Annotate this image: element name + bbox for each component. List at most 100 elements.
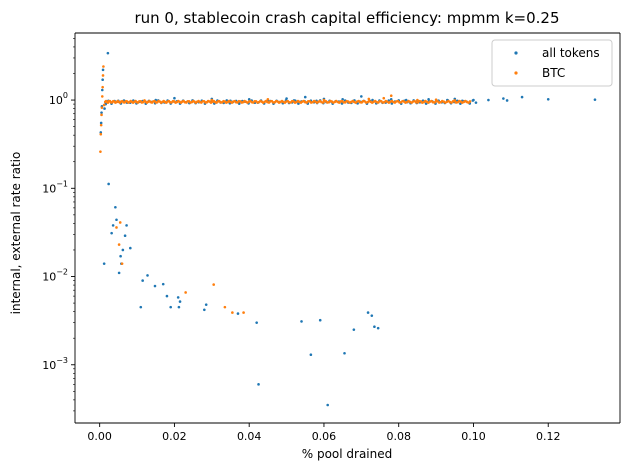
- point-all-tokens-28: [161, 282, 165, 286]
- point-all-tokens-24: [139, 305, 143, 309]
- point-all-tokens-11: [102, 262, 106, 265]
- point-all-tokens-35: [204, 303, 208, 306]
- point-all-tokens-5: [101, 78, 104, 82]
- point-btc-11: [115, 226, 118, 229]
- y-tick-label-3: 100: [49, 91, 68, 107]
- point-all-tokens-37: [255, 321, 258, 324]
- x-tick-label-3: 0.06: [312, 430, 337, 443]
- point-all-tokens-13: [110, 231, 113, 235]
- x-axis-label: % pool drained: [302, 447, 393, 461]
- point-all-tokens-65: [360, 95, 363, 98]
- point-all-tokens-36: [236, 312, 240, 315]
- plot-area: [99, 51, 597, 407]
- point-btc-289: [468, 100, 472, 103]
- point-all-tokens-78: [487, 98, 490, 102]
- point-btc-4: [100, 106, 104, 109]
- point-btc-8: [102, 65, 105, 68]
- point-all-tokens-25: [141, 279, 144, 282]
- point-all-tokens-45: [366, 311, 370, 314]
- point-all-tokens-203: [474, 101, 478, 104]
- point-all-tokens-20: [121, 248, 125, 252]
- point-all-tokens-23: [129, 246, 132, 250]
- point-all-tokens-0: [99, 131, 103, 134]
- point-all-tokens-41: [318, 318, 322, 322]
- point-btc-2: [99, 123, 103, 127]
- x-tick-label-5: 0.10: [461, 430, 486, 443]
- point-all-tokens-83: [593, 98, 597, 101]
- point-all-tokens-59: [303, 95, 307, 99]
- point-all-tokens-22: [125, 224, 128, 227]
- y-tick-label-0: 10−3: [42, 356, 68, 372]
- point-btc-3: [100, 113, 103, 117]
- point-all-tokens-32: [177, 305, 181, 309]
- point-btc-22: [266, 98, 270, 101]
- point-btc-14: [120, 262, 124, 265]
- point-btc-6: [101, 85, 104, 89]
- point-all-tokens-30: [169, 305, 172, 309]
- point-all-tokens-42: [326, 403, 329, 407]
- point-all-tokens-34: [203, 308, 206, 312]
- x-tick-label-0: 0.00: [87, 430, 112, 443]
- point-all-tokens-4: [100, 88, 104, 92]
- x-tick-label-1: 0.02: [162, 430, 187, 443]
- point-all-tokens-51: [173, 96, 176, 100]
- point-btc-26: [389, 94, 393, 98]
- point-all-tokens-44: [352, 328, 356, 331]
- legend: all tokens BTC: [491, 39, 613, 87]
- point-all-tokens-31: [176, 296, 180, 299]
- point-all-tokens-33: [178, 300, 182, 303]
- y-tick-label-1: 10−2: [42, 268, 68, 284]
- point-all-tokens-80: [505, 99, 509, 102]
- point-all-tokens-18: [119, 254, 122, 258]
- axes: 0.00 0.02 0.04 0.06 0.08 0.10 0.12 10−3 10−2 10−1…: [42, 32, 621, 443]
- legend-marker-1: [514, 71, 518, 75]
- point-all-tokens-1: [99, 121, 103, 125]
- x-tick-label-6: 0.12: [536, 430, 561, 443]
- point-btc-24: [367, 97, 371, 101]
- point-all-tokens-72: [427, 98, 430, 101]
- legend-label-0: all tokens: [542, 46, 600, 60]
- point-btc-17: [223, 305, 227, 309]
- legend-label-1: BTC: [542, 66, 565, 80]
- legend-box: [491, 39, 613, 87]
- point-all-tokens-29: [165, 294, 169, 298]
- point-all-tokens-48: [376, 326, 380, 330]
- point-all-tokens-10: [106, 51, 110, 55]
- point-btc-19: [242, 311, 245, 314]
- point-all-tokens-27: [153, 284, 157, 288]
- point-btc-16: [212, 283, 215, 286]
- point-all-tokens-15: [114, 205, 117, 209]
- point-all-tokens-6: [101, 68, 105, 72]
- point-btc-25: [382, 96, 386, 100]
- point-btc-18: [231, 311, 234, 314]
- point-btc-13: [118, 221, 122, 224]
- point-all-tokens-17: [117, 271, 121, 275]
- point-btc-12: [117, 243, 121, 246]
- point-btc-15: [184, 291, 187, 294]
- point-btc-1: [99, 132, 103, 136]
- y-tick-label-2: 10−1: [42, 179, 68, 195]
- point-btc-27: [416, 98, 419, 102]
- point-all-tokens-39: [300, 320, 303, 323]
- point-all-tokens-81: [520, 95, 524, 99]
- point-all-tokens-43: [343, 351, 346, 355]
- point-btc-5: [100, 95, 104, 98]
- point-all-tokens-198: [459, 102, 462, 105]
- point-all-tokens-79: [502, 97, 505, 100]
- point-all-tokens-202: [471, 99, 475, 102]
- point-all-tokens-21: [123, 234, 127, 238]
- point-all-tokens-82: [546, 98, 550, 101]
- chart-title: run 0, stablecoin crash capital efficien…: [134, 9, 559, 27]
- point-all-tokens-47: [373, 325, 376, 329]
- point-btc-9: [102, 103, 106, 107]
- point-all-tokens-26: [146, 274, 149, 277]
- y-axis-label: internal, external rate ratio: [9, 152, 23, 315]
- x-tick-label-2: 0.04: [237, 430, 262, 443]
- x-tick-label-4: 0.08: [386, 430, 411, 443]
- point-all-tokens-38: [257, 383, 260, 386]
- point-all-tokens-12: [107, 182, 110, 186]
- point-all-tokens-14: [111, 224, 115, 227]
- point-all-tokens-40: [309, 353, 313, 357]
